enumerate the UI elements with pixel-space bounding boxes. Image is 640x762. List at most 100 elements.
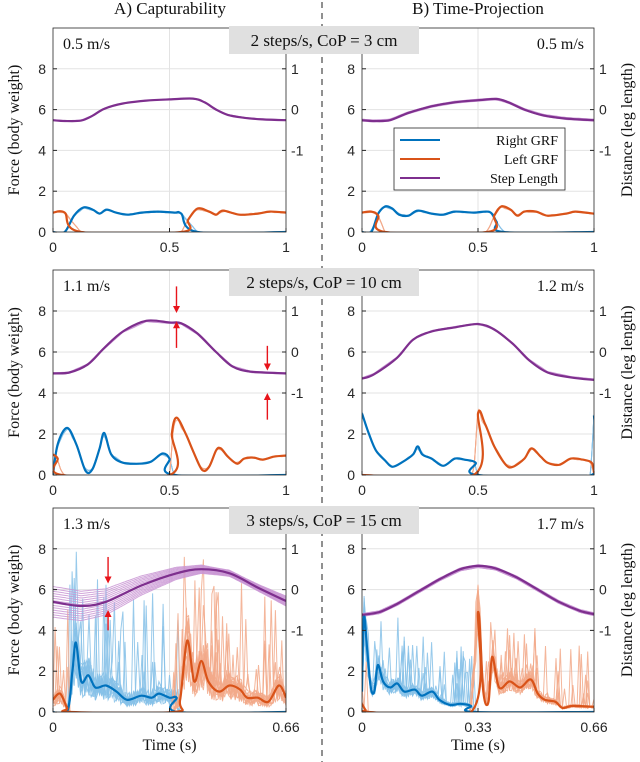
x-tick-label: 0	[358, 482, 366, 498]
y-axis-label: Force (body weight)	[6, 65, 23, 196]
y-tick-label: 2	[347, 663, 355, 679]
trial-trace-step-length	[362, 564, 594, 614]
y-tick-label: 6	[38, 582, 46, 598]
x-tick-label: 0	[358, 239, 366, 255]
overlays: 2 steps/s, CoP = 3 cm 2 steps/s, CoP = 10…	[104, 26, 566, 631]
speed-label: 0.5 m/s	[537, 36, 584, 53]
series-line-right-grf	[53, 426, 286, 475]
annotation-arrow-head	[104, 610, 112, 617]
panel-a-row3: 0 2 4 6 8 -1 0 1 0 0.33 0.66 1.3 m/s Force (body wei…	[6, 507, 304, 754]
y-tick-label: 8	[347, 541, 355, 557]
legend: Right GRF Left GRF Step Length	[393, 127, 566, 191]
y-tick-label: 4	[347, 622, 355, 638]
series-line-left-grf	[362, 205, 594, 232]
x-tick-label: 0.5	[160, 482, 180, 498]
trial-trace-left-grf	[53, 614, 286, 712]
legend-label: Step Length	[490, 172, 558, 187]
trial-trace-right-grf	[362, 622, 594, 712]
y-tick-label: 8	[347, 303, 355, 319]
series-line-left-grf	[53, 416, 286, 475]
y-tick-label: 2	[347, 426, 355, 442]
annotation-arrow-head	[172, 321, 180, 329]
trial-trace-left-grf	[53, 614, 286, 712]
trial-trace-right-grf	[53, 577, 286, 712]
series-line-left-grf	[362, 409, 594, 475]
y-tick-label: 8	[38, 303, 46, 319]
legend-label: Left GRF	[504, 153, 558, 168]
series-line-left-grf	[53, 207, 286, 232]
y2-tick-label: -1	[599, 142, 612, 158]
y2-axis-label: Distance (leg length)	[619, 543, 636, 677]
series-line-step-length	[362, 97, 594, 123]
x-tick-label: 0	[49, 239, 57, 255]
x-tick-label: 0.33	[464, 719, 491, 735]
x-tick-label: 0	[358, 719, 366, 735]
trial-trace-right-grf	[53, 599, 286, 712]
y-tick-label: 2	[38, 183, 46, 199]
x-axis-label: Time (s)	[451, 737, 505, 754]
y-tick-label: 4	[347, 385, 355, 401]
y2-tick-label: 0	[291, 344, 299, 360]
x-axis-label: Time (s)	[142, 737, 196, 754]
y2-tick-label: 1	[291, 541, 299, 557]
x-tick-label: 1	[282, 239, 290, 255]
legend-label: Right GRF	[496, 134, 558, 149]
series-group	[53, 97, 286, 232]
panel-b-row2: 0 2 4 6 8 -1 0 1 0 0.5 1 1.2 m/s Distance (leg lengt…	[347, 269, 636, 498]
y2-tick-label: -1	[599, 385, 612, 401]
trial-trace-step-length	[53, 564, 286, 597]
series-line-step-length	[53, 568, 286, 607]
y-tick-label: 8	[347, 61, 355, 77]
speed-label: 1.2 m/s	[537, 278, 584, 295]
series-line-right-grf	[362, 614, 594, 712]
y-tick-label: 2	[38, 426, 46, 442]
y2-tick-label: 1	[291, 61, 299, 77]
y-tick-label: 4	[38, 142, 46, 158]
y-tick-label: 2	[38, 663, 46, 679]
column-title-a: A) Capturability	[114, 0, 226, 18]
trial-trace-left-grf	[53, 580, 286, 712]
x-tick-label: 0	[49, 482, 57, 498]
y2-tick-label: -1	[599, 622, 612, 638]
y2-tick-label: 1	[599, 61, 607, 77]
x-tick-label: 0.5	[160, 239, 180, 255]
annotation-arrow-head	[104, 576, 112, 584]
panels: 0 2 4 6 8 -1 0 1 0 0.5 1 0.5 m/s Force (body weight)…	[6, 27, 636, 754]
column-title-b: B) Time-Projection	[412, 0, 544, 18]
y-tick-label: 0	[347, 467, 355, 483]
x-tick-label: 0	[49, 719, 57, 735]
x-tick-label: 0.66	[580, 719, 607, 735]
series-line-step-length	[53, 97, 286, 123]
y-tick-label: 6	[347, 344, 355, 360]
x-tick-label: 1	[590, 239, 598, 255]
y-axis-label: Force (body weight)	[6, 307, 23, 438]
y-tick-label: 0	[38, 224, 46, 240]
x-tick-label: 0.33	[156, 719, 183, 735]
condition-label: 3 steps/s, CoP = 15 cm	[246, 511, 401, 530]
series-group	[362, 322, 594, 475]
panel-a-row2: 0 2 4 6 8 -1 0 1 0 0.5 1 1.1 m/s Force (body weight)	[6, 269, 304, 498]
speed-label: 0.5 m/s	[63, 36, 110, 53]
y-tick-label: 0	[38, 467, 46, 483]
y2-tick-label: 1	[291, 303, 299, 319]
y2-tick-label: -1	[291, 142, 304, 158]
y-tick-label: 4	[38, 622, 46, 638]
y2-tick-label: 1	[599, 541, 607, 557]
series-group	[53, 319, 286, 475]
condition-label: 2 steps/s, CoP = 10 cm	[246, 273, 401, 292]
trial-trace-right-grf	[362, 619, 594, 712]
x-tick-label: 1	[282, 482, 290, 498]
y-tick-label: 8	[38, 541, 46, 557]
y-tick-label: 0	[38, 704, 46, 720]
series-line-right-grf	[53, 206, 286, 232]
y-tick-label: 4	[38, 385, 46, 401]
x-tick-label: 1	[590, 482, 598, 498]
annotation-arrow-head	[172, 306, 180, 314]
trial-trace-right-grf	[362, 624, 594, 712]
y-tick-label: 8	[38, 61, 46, 77]
series-group	[362, 97, 594, 232]
condition-label: 2 steps/s, CoP = 3 cm	[251, 31, 398, 50]
y2-tick-label: -1	[291, 622, 304, 638]
panel-a-row1: 0 2 4 6 8 -1 0 1 0 0.5 1 0.5 m/s Force (body weight)	[6, 27, 304, 255]
series-line-step-length	[362, 322, 594, 381]
